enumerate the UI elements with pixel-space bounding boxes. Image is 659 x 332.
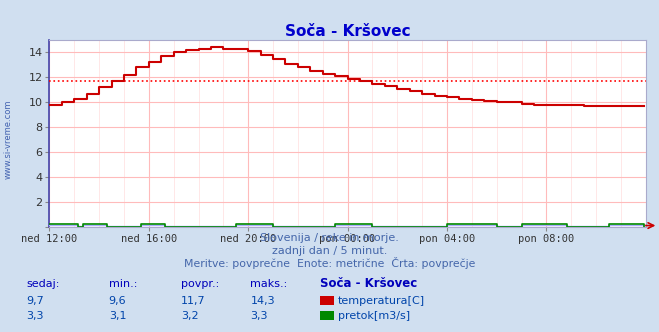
Text: povpr.:: povpr.: — [181, 279, 219, 289]
Text: 11,7: 11,7 — [181, 296, 206, 306]
Text: www.si-vreme.com: www.si-vreme.com — [4, 100, 13, 179]
Text: 3,3: 3,3 — [26, 311, 44, 321]
Text: 14,3: 14,3 — [250, 296, 275, 306]
Text: Slovenija / reke in morje.: Slovenija / reke in morje. — [260, 233, 399, 243]
Text: maks.:: maks.: — [250, 279, 288, 289]
Text: 3,2: 3,2 — [181, 311, 199, 321]
Text: temperatura[C]: temperatura[C] — [338, 296, 425, 306]
Text: pretok[m3/s]: pretok[m3/s] — [338, 311, 410, 321]
Text: min.:: min.: — [109, 279, 137, 289]
Text: Meritve: povprečne  Enote: metrične  Črta: povprečje: Meritve: povprečne Enote: metrične Črta:… — [184, 257, 475, 269]
Text: 9,6: 9,6 — [109, 296, 127, 306]
Text: 3,3: 3,3 — [250, 311, 268, 321]
Text: Soča - Kršovec: Soča - Kršovec — [320, 277, 417, 290]
Text: 9,7: 9,7 — [26, 296, 44, 306]
Title: Soča - Kršovec: Soča - Kršovec — [285, 24, 411, 39]
Text: 3,1: 3,1 — [109, 311, 127, 321]
Text: sedaj:: sedaj: — [26, 279, 60, 289]
Text: zadnji dan / 5 minut.: zadnji dan / 5 minut. — [272, 246, 387, 256]
